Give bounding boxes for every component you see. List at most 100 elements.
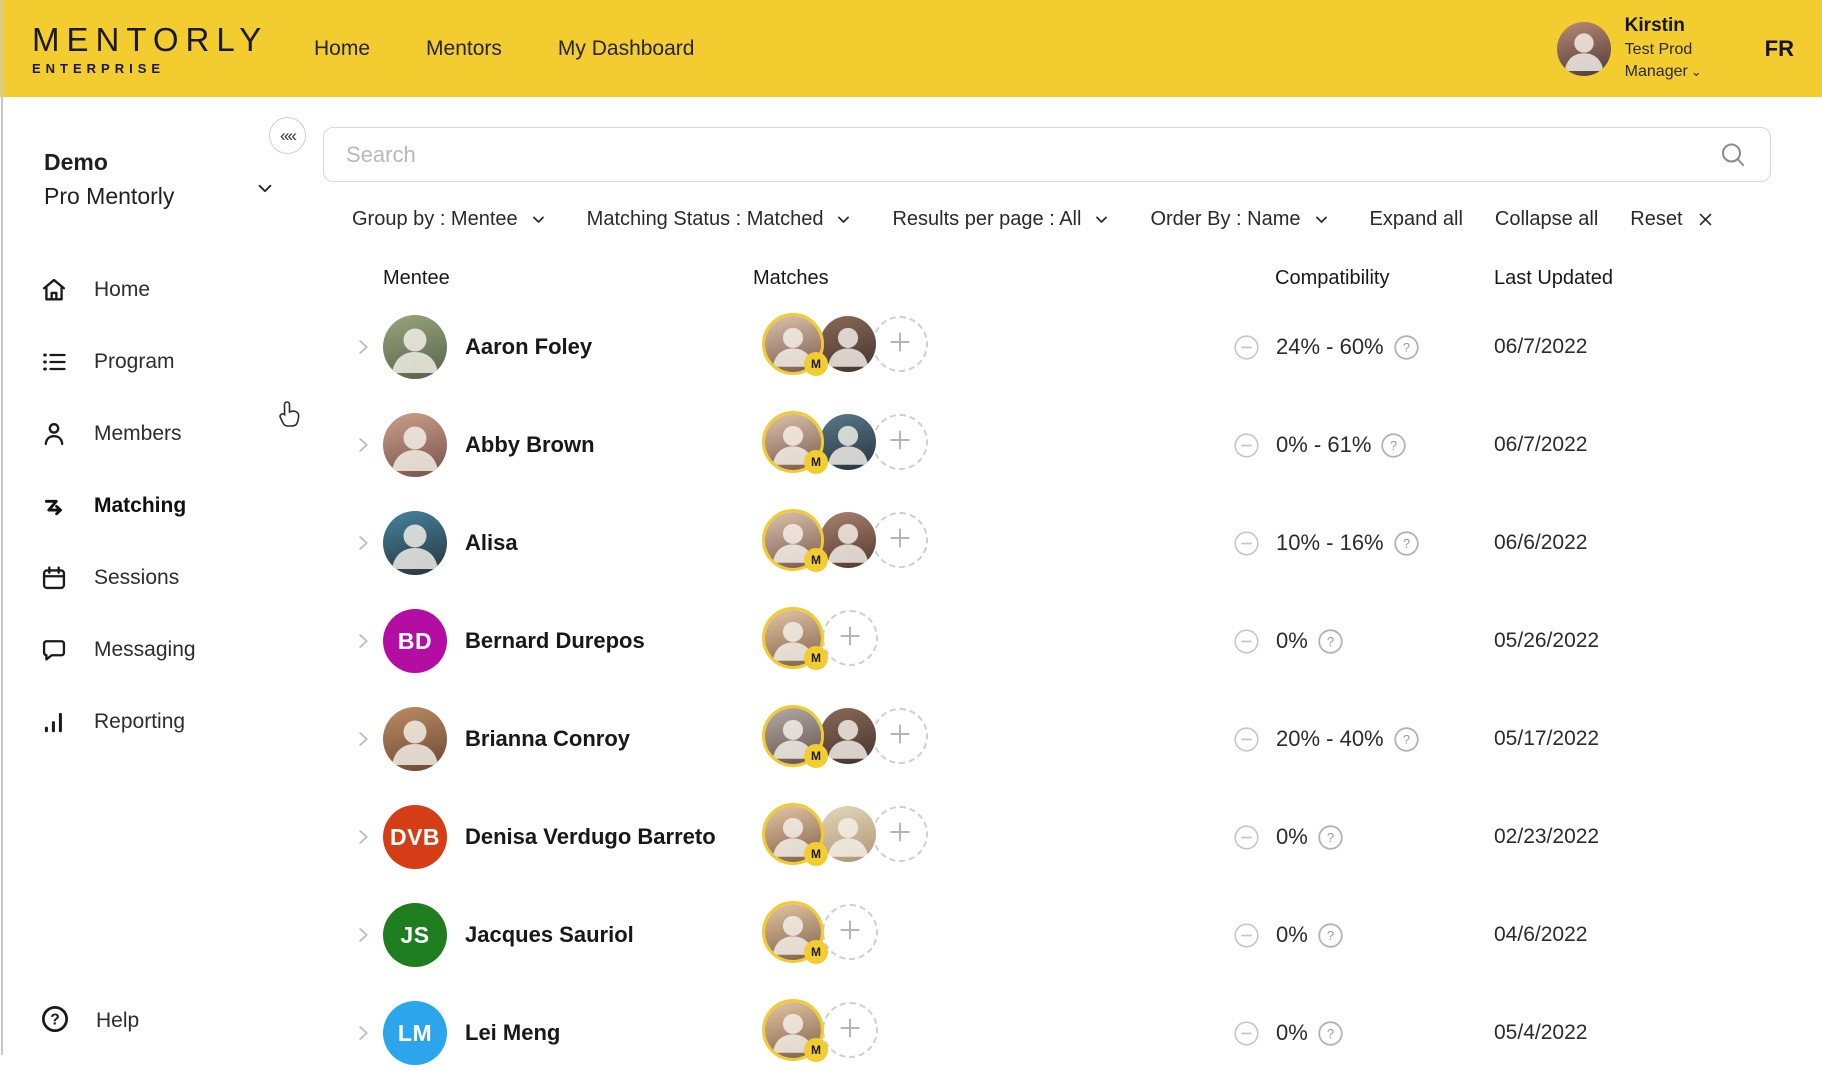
filter-reset[interactable]: Reset: [1630, 208, 1713, 231]
mentee-avatar[interactable]: JS: [383, 903, 447, 967]
match-avatar[interactable]: M: [762, 705, 824, 767]
compatibility-help-icon[interactable]: ?: [1318, 1021, 1343, 1046]
remove-match-icon[interactable]: [1234, 727, 1259, 752]
match-avatar[interactable]: M: [762, 313, 824, 375]
sidebar-item-program[interactable]: Program: [0, 326, 300, 398]
compatibility-help-icon[interactable]: ?: [1394, 335, 1419, 360]
filter-collapse-all[interactable]: Collapse all: [1495, 208, 1598, 231]
add-match-button[interactable]: [822, 610, 878, 666]
compatibility-help-icon[interactable]: ?: [1318, 629, 1343, 654]
add-match-button[interactable]: [872, 512, 928, 568]
match-avatar[interactable]: [820, 414, 876, 470]
row-expand-chevron[interactable]: [343, 630, 383, 652]
sidebar-item-home[interactable]: Home: [0, 254, 300, 326]
sidebar-item-help[interactable]: ? Help: [0, 991, 300, 1051]
sidebar-item-sessions[interactable]: Sessions: [0, 542, 300, 614]
mentorly-match-badge: M: [804, 744, 828, 768]
add-match-button[interactable]: [822, 1002, 878, 1058]
add-match-button[interactable]: [872, 708, 928, 764]
remove-match-icon[interactable]: [1234, 629, 1259, 654]
mentee-avatar[interactable]: DVB: [383, 805, 447, 869]
compatibility-help-icon[interactable]: ?: [1318, 825, 1343, 850]
row-expand-chevron[interactable]: [343, 336, 383, 358]
add-match-button[interactable]: [872, 806, 928, 862]
search-icon[interactable]: [1719, 141, 1747, 174]
compatibility-help-icon[interactable]: ?: [1394, 727, 1419, 752]
mentee-avatar[interactable]: [383, 315, 447, 379]
sidebar-item-matching[interactable]: Matching: [0, 470, 300, 542]
row-expand-chevron[interactable]: [343, 434, 383, 456]
mentee-avatar[interactable]: BD: [383, 609, 447, 673]
compatibility-cell: 24% - 60% ?: [1234, 334, 1494, 360]
app-logo[interactable]: MENTORLY ENTERPRISE: [32, 21, 262, 76]
remove-match-icon[interactable]: [1234, 1021, 1259, 1046]
row-expand-chevron[interactable]: [343, 1022, 383, 1044]
mentee-avatar[interactable]: LM: [383, 1001, 447, 1065]
match-avatar[interactable]: [820, 512, 876, 568]
sidebar-item-reporting[interactable]: Reporting: [0, 686, 300, 758]
match-avatar[interactable]: [820, 806, 876, 862]
mentee-avatar[interactable]: [383, 707, 447, 771]
match-avatar[interactable]: M: [762, 607, 824, 669]
remove-match-icon[interactable]: [1234, 531, 1259, 556]
filter-matching-status-matched[interactable]: Matching Status : Matched: [587, 208, 853, 231]
match-avatar[interactable]: M: [762, 999, 824, 1061]
filter-results-per-page-all[interactable]: Results per page : All: [892, 208, 1110, 231]
match-avatar[interactable]: [820, 708, 876, 764]
row-expand-chevron[interactable]: [343, 924, 383, 946]
remove-match-icon[interactable]: [1234, 825, 1259, 850]
top-nav-mentors[interactable]: Mentors: [426, 37, 502, 61]
sidebar-collapse-button[interactable]: ««: [269, 117, 306, 154]
plus-icon: [837, 623, 863, 654]
sidebar-item-messaging[interactable]: Messaging: [0, 614, 300, 686]
compatibility-help-icon[interactable]: ?: [1381, 433, 1406, 458]
compatibility-help-icon[interactable]: ?: [1318, 923, 1343, 948]
match-avatar[interactable]: [820, 316, 876, 372]
table-row: Brianna Conroy M 20% - 40% ? 05/17/2022: [343, 690, 1822, 788]
add-match-button[interactable]: [822, 904, 878, 960]
remove-match-icon[interactable]: [1234, 433, 1259, 458]
match-avatar[interactable]: M: [762, 411, 824, 473]
search-input[interactable]: [323, 127, 1771, 182]
remove-match-icon[interactable]: [1234, 923, 1259, 948]
user-avatar[interactable]: [1557, 22, 1611, 76]
match-avatar[interactable]: M: [762, 509, 824, 571]
row-expand-chevron[interactable]: [343, 728, 383, 750]
top-nav-my-dashboard[interactable]: My Dashboard: [558, 37, 695, 61]
mentee-name[interactable]: Alisa: [447, 530, 762, 556]
language-toggle[interactable]: FR: [1765, 36, 1794, 62]
add-match-button[interactable]: [872, 316, 928, 372]
org-selector[interactable]: Demo Pro Mentorly: [44, 149, 264, 210]
mentee-name[interactable]: Aaron Foley: [447, 334, 762, 360]
compatibility-value: 0%: [1276, 824, 1308, 850]
main-content: Group by : Mentee Matching Status : Match…: [300, 97, 1822, 1055]
org-title: Demo: [44, 149, 264, 176]
add-match-button[interactable]: [872, 414, 928, 470]
close-icon[interactable]: [1697, 211, 1714, 228]
mentee-name[interactable]: Denisa Verdugo Barreto: [447, 824, 762, 850]
compatibility-cell: 20% - 40% ?: [1234, 726, 1494, 752]
sidebar-item-members[interactable]: Members: [0, 398, 300, 470]
top-nav-home[interactable]: Home: [314, 37, 370, 61]
compatibility-help-icon[interactable]: ?: [1394, 531, 1419, 556]
filter-order-by-name[interactable]: Order By : Name: [1150, 208, 1329, 231]
filter-label: Matching Status : Matched: [587, 208, 824, 231]
mentee-name[interactable]: Jacques Sauriol: [447, 922, 762, 948]
mentee-avatar[interactable]: [383, 413, 447, 477]
mentee-name[interactable]: Abby Brown: [447, 432, 762, 458]
row-expand-chevron[interactable]: [343, 826, 383, 848]
mentee-name[interactable]: Lei Meng: [447, 1020, 762, 1046]
filter-expand-all[interactable]: Expand all: [1370, 208, 1463, 231]
match-avatar[interactable]: M: [762, 803, 824, 865]
mentee-avatar[interactable]: [383, 511, 447, 575]
match-avatar[interactable]: M: [762, 901, 824, 963]
column-header-mentee: Mentee: [383, 268, 447, 290]
row-expand-chevron[interactable]: [343, 532, 383, 554]
remove-match-icon[interactable]: [1234, 335, 1259, 360]
last-updated-value: 06/7/2022: [1494, 433, 1822, 457]
mentee-name[interactable]: Bernard Durepos: [447, 628, 762, 654]
mentee-name[interactable]: Brianna Conroy: [447, 726, 762, 752]
user-menu[interactable]: Kirstin Test Prod Manager⌄ FR: [1557, 15, 1794, 82]
filter-group-by-mentee[interactable]: Group by : Mentee: [352, 208, 547, 231]
messaging-icon: [40, 636, 68, 664]
